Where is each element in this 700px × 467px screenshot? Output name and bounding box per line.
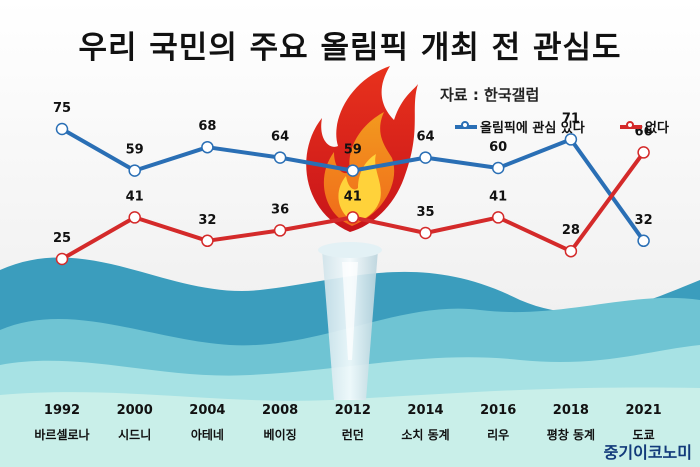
- x-tick-label-city-2018: 평창 동계: [547, 427, 595, 442]
- legend-swatch-no-interest: [620, 120, 642, 129]
- data-label-interest-2021: 32: [635, 213, 653, 228]
- data-label-no-interest-2004: 32: [198, 213, 216, 228]
- x-tick-label-year-2008: 2008: [262, 403, 298, 418]
- data-label-interest-2018: 71: [562, 111, 580, 126]
- x-tick-label-city-2012: 런던: [342, 427, 364, 442]
- data-point-no-interest-2004: [201, 234, 214, 248]
- data-label-no-interest-2012: 41: [344, 189, 362, 204]
- data-label-no-interest-2008: 36: [271, 202, 289, 217]
- data-point-interest-2012: [346, 164, 360, 177]
- data-point-no-interest-2018: [564, 244, 578, 258]
- data-point-interest-2018: [564, 133, 578, 146]
- data-point-interest-2014: [419, 151, 432, 164]
- data-label-interest-1992: 75: [53, 101, 71, 116]
- data-label-interest-2016: 60: [489, 140, 507, 155]
- x-tick-label-city-2021: 도쿄: [633, 428, 655, 442]
- x-tick-label-city-2014: 소치 동계: [401, 427, 449, 442]
- x-tick-label-year-2016: 2016: [480, 403, 516, 418]
- legend-item-no-interest: 없다: [620, 117, 669, 136]
- data-label-no-interest-2000: 41: [126, 189, 144, 204]
- x-tick-label-year-2004: 2004: [189, 403, 225, 418]
- torch-illustration: [318, 242, 382, 400]
- x-tick-label-city-1992: 바르셀로나: [34, 427, 89, 442]
- data-label-interest-2012: 59: [344, 143, 362, 158]
- data-point-interest-1992: [55, 122, 69, 136]
- x-tick-label-year-2012: 2012: [335, 403, 371, 418]
- source-note: 자료 : 한국갤럽: [440, 86, 540, 104]
- data-label-no-interest-2014: 35: [416, 205, 434, 220]
- data-label-interest-2014: 64: [416, 130, 434, 145]
- x-tick-label-year-2000: 2000: [117, 403, 153, 418]
- data-point-no-interest-2016: [491, 211, 505, 224]
- x-tick-label-year-1992: 1992: [44, 403, 80, 418]
- legend-label-interest: 올림픽에 관심 있다: [480, 121, 585, 136]
- data-label-interest-2008: 64: [271, 130, 289, 145]
- x-tick-label-city-2004: 아테네: [191, 427, 224, 442]
- data-point-no-interest-2008: [273, 224, 287, 237]
- data-point-interest-2004: [201, 140, 214, 154]
- legend-label-no-interest: 없다: [645, 121, 669, 136]
- data-point-interest-2000: [128, 164, 141, 177]
- x-tick-label-city-2008: 베이징: [264, 427, 297, 442]
- legend-swatch-interest: [455, 120, 477, 129]
- data-label-no-interest-2018: 28: [562, 223, 580, 238]
- data-point-no-interest-2012: [346, 211, 360, 224]
- data-point-interest-2008: [273, 151, 287, 164]
- x-tick-label-year-2018: 2018: [553, 403, 589, 418]
- data-point-no-interest-2000: [128, 211, 141, 224]
- data-label-interest-2000: 59: [126, 143, 144, 158]
- chart-title: 우리 국민의 주요 올림픽 개최 전 관심도: [78, 30, 622, 66]
- data-point-no-interest-1992: [55, 252, 69, 266]
- data-point-interest-2021: [637, 234, 650, 248]
- data-label-no-interest-2016: 41: [489, 189, 507, 204]
- x-tick-label-city-2000: 시드니: [118, 427, 151, 442]
- x-tick-label-city-2016: 리우: [487, 427, 509, 442]
- brand-logo-text: 중기이코노미: [603, 443, 692, 462]
- data-point-interest-2016: [491, 161, 505, 175]
- data-point-no-interest-2021: [637, 146, 650, 159]
- x-tick-label-year-2021: 2021: [626, 403, 662, 418]
- legend-item-interest: 올림픽에 관심 있다: [455, 117, 585, 136]
- plot-area: 7559686459646071322541323641354128661992…: [34, 101, 661, 442]
- data-label-interest-2004: 68: [198, 119, 216, 134]
- x-tick-label-year-2014: 2014: [407, 403, 443, 418]
- data-point-no-interest-2014: [419, 226, 432, 240]
- data-label-no-interest-1992: 25: [53, 231, 71, 246]
